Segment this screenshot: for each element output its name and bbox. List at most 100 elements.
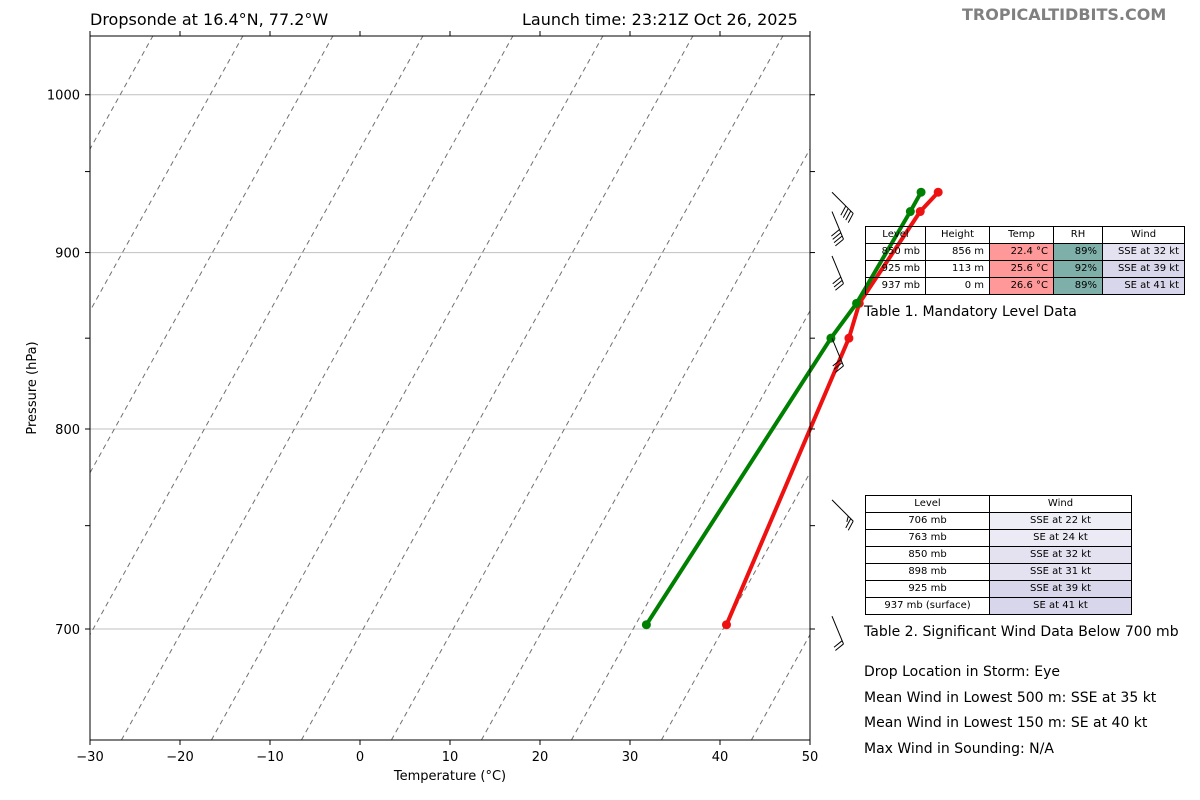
- table-header: Level: [865, 495, 990, 513]
- isotherm-line: [120, 36, 514, 740]
- plot-title-right: Launch time: 23:21Z Oct 26, 2025: [522, 10, 798, 29]
- x-tick-label: 0: [356, 750, 364, 765]
- table-cell: 925 mb: [865, 580, 990, 598]
- x-tick-label: −30: [76, 750, 103, 765]
- isotherm-line: [300, 36, 694, 740]
- y-tick-label: 800: [55, 423, 80, 438]
- x-tick-label: 30: [622, 750, 639, 765]
- x-tick-label: −20: [166, 750, 193, 765]
- mean-wind-150m-text: Mean Wind in Lowest 150 m: SE at 40 kt: [864, 715, 1148, 731]
- table-cell: 0 m: [925, 277, 990, 295]
- wind-barb-shaft: [831, 337, 844, 367]
- y-tick-label: 900: [55, 247, 80, 262]
- table-row: 937 mb (surface) SE at 41 kt: [865, 597, 1132, 615]
- wind-barb: [831, 255, 844, 291]
- table-cell: 850 mb: [865, 546, 990, 564]
- temperature-point: [844, 333, 854, 343]
- mandatory-level-table: Level Height Temp RH Wind 850 mb 856 m 2…: [865, 226, 1185, 295]
- table-cell: 89%: [1053, 243, 1103, 261]
- table-cell: 706 mb: [865, 512, 990, 530]
- y-tick-label: 700: [55, 623, 80, 638]
- isotherm-line: [90, 36, 334, 474]
- table-header-row: Level Wind: [865, 495, 1132, 513]
- wind-barbs-layer: [831, 191, 854, 651]
- watermark-logo: TROPICALTIDBITS.COM: [962, 5, 1167, 24]
- table-row: 850 mb 856 m 22.4 °C 89% SSE at 32 kt: [865, 243, 1185, 261]
- x-tick-label: 10: [442, 750, 459, 765]
- table-cell: 925 mb: [865, 260, 926, 278]
- table-row: 925 mb 113 m 25.6 °C 92% SSE at 39 kt: [865, 260, 1185, 278]
- wind-barb-shaft: [831, 191, 854, 214]
- dewpoint-point: [641, 620, 651, 630]
- table-cell: SSE at 22 kt: [989, 512, 1132, 530]
- table-row: 937 mb 0 m 26.6 °C 89% SE at 41 kt: [865, 277, 1185, 295]
- wind-barb: [831, 616, 844, 651]
- isotherm-line: [390, 36, 784, 740]
- wind-barb-feather: [831, 229, 840, 237]
- table-header: Temp: [989, 226, 1054, 244]
- table-cell: 26.6 °C: [989, 277, 1054, 295]
- wind-barb-feather: [842, 208, 849, 218]
- wind-barb-feather: [833, 235, 843, 243]
- drop-location-text: Drop Location in Storm: Eye: [864, 664, 1061, 680]
- dewpoint-point: [852, 298, 862, 308]
- table-cell: SE at 41 kt: [989, 597, 1132, 615]
- wind-barb-feather: [840, 205, 847, 216]
- isotherm-line: [210, 36, 604, 740]
- y-axis-label: Pressure (hPa): [25, 341, 40, 434]
- table-row: 850 mb SSE at 32 kt: [865, 546, 1132, 564]
- wind-barb-shaft: [831, 499, 854, 522]
- wind-barb: [831, 211, 844, 247]
- series-layer: [641, 187, 943, 630]
- wind-barb-feather: [835, 365, 844, 373]
- max-wind-text: Max Wind in Sounding: N/A: [864, 741, 1054, 757]
- table-cell: SSE at 32 kt: [989, 546, 1132, 564]
- x-axis-label: Temperature (°C): [393, 769, 506, 784]
- table-cell: 850 mb: [865, 243, 926, 261]
- wind-barb-feather: [847, 213, 854, 223]
- wind-barb-feather: [833, 279, 843, 288]
- table-header: Height: [925, 226, 990, 244]
- x-tick-label: 50: [802, 750, 819, 765]
- table-header: Level: [865, 226, 926, 244]
- x-tick-label: −10: [256, 750, 283, 765]
- mean-wind-500m-text: Mean Wind in Lowest 500 m: SSE at 35 kt: [864, 690, 1157, 706]
- wind-barb-shaft: [831, 616, 844, 645]
- temperature-point: [915, 207, 925, 217]
- table-cell: 763 mb: [865, 529, 990, 547]
- table-cell: 89%: [1053, 277, 1103, 295]
- temperature-point: [721, 620, 731, 630]
- table-cell: 898 mb: [865, 563, 990, 581]
- table-header-row: Level Height Temp RH Wind: [865, 226, 1185, 244]
- wind-barb-feather: [846, 516, 849, 522]
- table-cell: SSE at 39 kt: [1102, 260, 1185, 278]
- temperature-point: [933, 187, 943, 197]
- wind-barb-feather: [845, 518, 852, 529]
- dewpoint-point: [826, 333, 836, 343]
- wind-barb-feather: [832, 276, 842, 285]
- table-cell: 937 mb: [865, 277, 926, 295]
- table-header: Wind: [989, 495, 1132, 513]
- table-cell: SSE at 32 kt: [1102, 243, 1185, 261]
- table-cell: SSE at 31 kt: [989, 563, 1132, 581]
- wind-barb-feather: [835, 643, 844, 651]
- table-row: 925 mb SSE at 39 kt: [865, 580, 1132, 598]
- y-tick-label: 1000: [47, 89, 80, 104]
- table-row: 706 mb SSE at 22 kt: [865, 512, 1132, 530]
- axis-layer: −30 −20 −10 0 10 20 30 40 50 700 800 900 1000: [47, 31, 818, 765]
- plot-title-left: Dropsonde at 16.4°N, 77.2°W: [90, 10, 329, 29]
- table-cell: 856 m: [925, 243, 990, 261]
- table2-caption: Table 2. Significant Wind Data Below 700…: [864, 624, 1179, 640]
- table-cell: 22.4 °C: [989, 243, 1054, 261]
- table-header: Wind: [1102, 226, 1185, 244]
- wind-barb-shaft: [831, 255, 844, 284]
- table-row: 898 mb SSE at 31 kt: [865, 563, 1132, 581]
- wind-barb-feather: [832, 359, 842, 367]
- table-header: RH: [1053, 226, 1103, 244]
- table-cell: 92%: [1053, 260, 1103, 278]
- wind-barb-feather: [833, 640, 843, 648]
- x-tick-label: 40: [712, 750, 729, 765]
- wind-barb-shaft: [831, 211, 844, 240]
- table-cell: SE at 41 kt: [1102, 277, 1185, 295]
